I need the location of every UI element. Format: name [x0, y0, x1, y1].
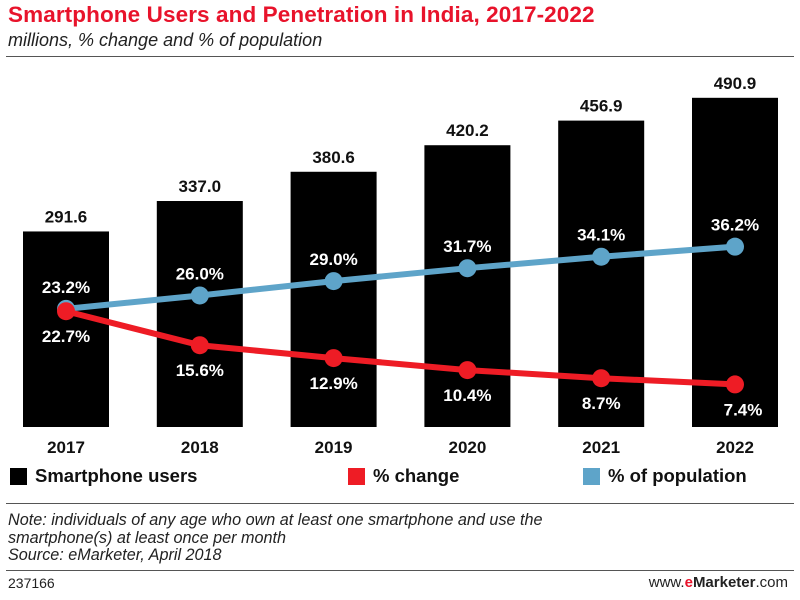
x-tick-2017: 2017 [47, 438, 85, 457]
footer-rule [6, 570, 794, 571]
point-population-2022 [726, 237, 744, 256]
point-population-2021 [592, 247, 611, 266]
label-change-2022: 7.4% [724, 400, 763, 419]
x-tick-2021: 2021 [582, 438, 620, 457]
label-change-2021: 8.7% [582, 394, 621, 413]
note-line-1: Note: individuals of any age who own at … [8, 511, 543, 529]
chart-area: 291.6 337.0 380.6 420.2 456.9 490.9 2017 2018 20… [23, 74, 778, 457]
legend-item-population: % of population [583, 465, 747, 487]
legend-label-users: Smartphone users [35, 465, 198, 486]
x-tick-2020: 2020 [448, 438, 486, 457]
point-change-2021 [592, 369, 611, 388]
label-population-2018: 26.0% [176, 264, 224, 283]
bar-label-2021: 456.9 [580, 97, 623, 116]
legend-item-change: % change [348, 465, 459, 487]
header-rule [6, 56, 794, 57]
legend-swatch-change [348, 467, 365, 485]
point-change-2022 [726, 375, 744, 394]
legend-label-change: % change [373, 465, 460, 486]
x-tick-2018: 2018 [181, 438, 219, 457]
legend-item-users: Smartphone users [10, 465, 197, 487]
bar-label-2022: 490.9 [714, 74, 757, 93]
brand-link[interactable]: www.eMarketer.com [649, 574, 788, 591]
point-change-2017 [57, 302, 75, 321]
bar-label-2018: 337.0 [179, 177, 222, 196]
x-tick-2019: 2019 [315, 438, 353, 457]
bar-label-2020: 420.2 [446, 121, 489, 140]
note-line-2: smartphone(s) at least once per month [8, 528, 287, 547]
bar-2020 [424, 145, 511, 428]
bar-2019 [290, 171, 377, 427]
label-population-2019: 29.0% [309, 250, 357, 269]
label-change-2019: 12.9% [309, 374, 357, 393]
point-population-2020 [458, 259, 477, 278]
legend-swatch-users [10, 467, 27, 485]
x-tick-2022: 2022 [716, 438, 754, 457]
line-population [65, 243, 736, 312]
brand-name: Marketer [692, 574, 756, 591]
point-population-2018 [190, 286, 209, 305]
legend: Smartphone users % change % of populatio… [0, 465, 800, 491]
brand-suffix: .com [755, 574, 788, 591]
label-change-2017: 22.7% [42, 327, 90, 346]
label-population-2022: 36.2% [711, 216, 759, 235]
bar-2018 [156, 201, 243, 427]
label-population-2021: 34.1% [577, 226, 625, 245]
bar-2022 [692, 97, 778, 428]
label-change-2018: 15.6% [176, 361, 224, 380]
label-population-2017: 23.2% [42, 278, 90, 297]
point-change-2020 [458, 361, 477, 380]
label-change-2020: 10.4% [443, 386, 491, 405]
chart-id: 237166 [8, 575, 55, 591]
chart-subtitle: millions, % change and % of population [8, 30, 323, 50]
source-line: Source: eMarketer, April 2018 [8, 546, 222, 564]
bar-label-2019: 380.6 [312, 148, 355, 167]
bar-label-2017: 291.6 [45, 207, 88, 226]
line-change [65, 308, 736, 388]
label-population-2020: 31.7% [443, 237, 491, 256]
brand-e: e [684, 574, 693, 591]
point-change-2019 [324, 349, 343, 368]
note-block: Note: individuals of any age who own at … [8, 511, 798, 565]
brand-prefix: www. [648, 574, 685, 591]
chart-title: Smartphone Users and Penetration in Indi… [8, 2, 595, 27]
point-change-2018 [190, 336, 209, 355]
legend-swatch-population [583, 467, 600, 485]
point-population-2019 [324, 272, 343, 291]
note-rule [6, 503, 794, 504]
legend-label-population: % of population [608, 465, 747, 486]
bar-2017 [23, 231, 109, 427]
